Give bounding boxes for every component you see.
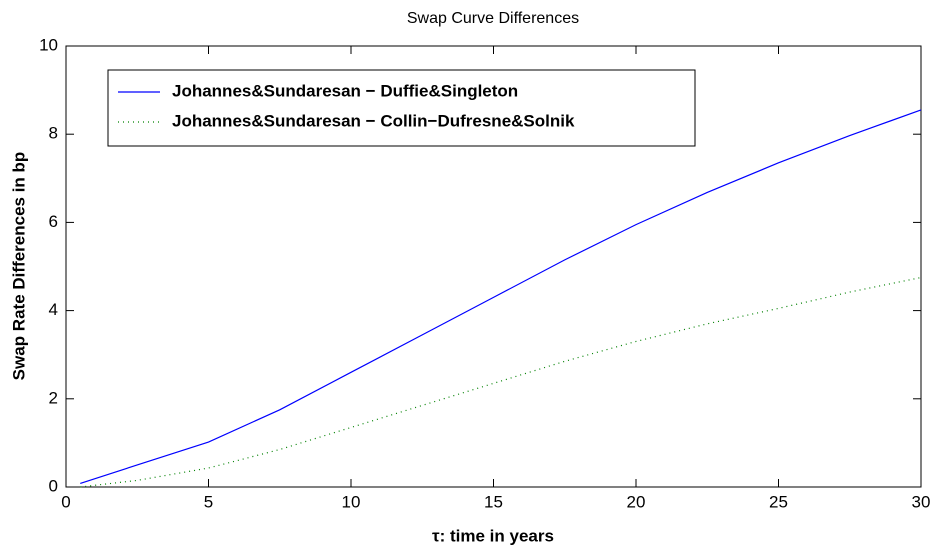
x-tick-label: 15 [484,492,503,511]
y-tick-label: 4 [49,300,58,319]
y-tick-label: 6 [49,212,58,231]
chart-title: Swap Curve Differences [407,10,579,27]
legend-label: Johannes&Sundaresan − Duffie&Singleton [172,81,518,100]
x-axis-label: τ: time in years [432,526,554,545]
legend-label: Johannes&Sundaresan − Collin−Dufresne&So… [172,111,575,130]
series-line [80,276,922,488]
x-tick-label: 25 [769,492,788,511]
x-tick-label: 0 [61,492,70,511]
y-tick-label: 8 [49,124,58,143]
x-tick-label: 10 [342,492,361,511]
y-tick-label: 2 [49,388,58,407]
y-tick-label: 10 [39,35,58,54]
y-tick-label: 0 [49,476,58,495]
x-tick-label: 30 [912,492,931,511]
x-tick-label: 20 [627,492,646,511]
x-tick-label: 5 [204,492,213,511]
y-axis-label: Swap Rate Differences in bp [9,152,28,381]
series-line [80,109,922,485]
legend-box [107,69,696,147]
